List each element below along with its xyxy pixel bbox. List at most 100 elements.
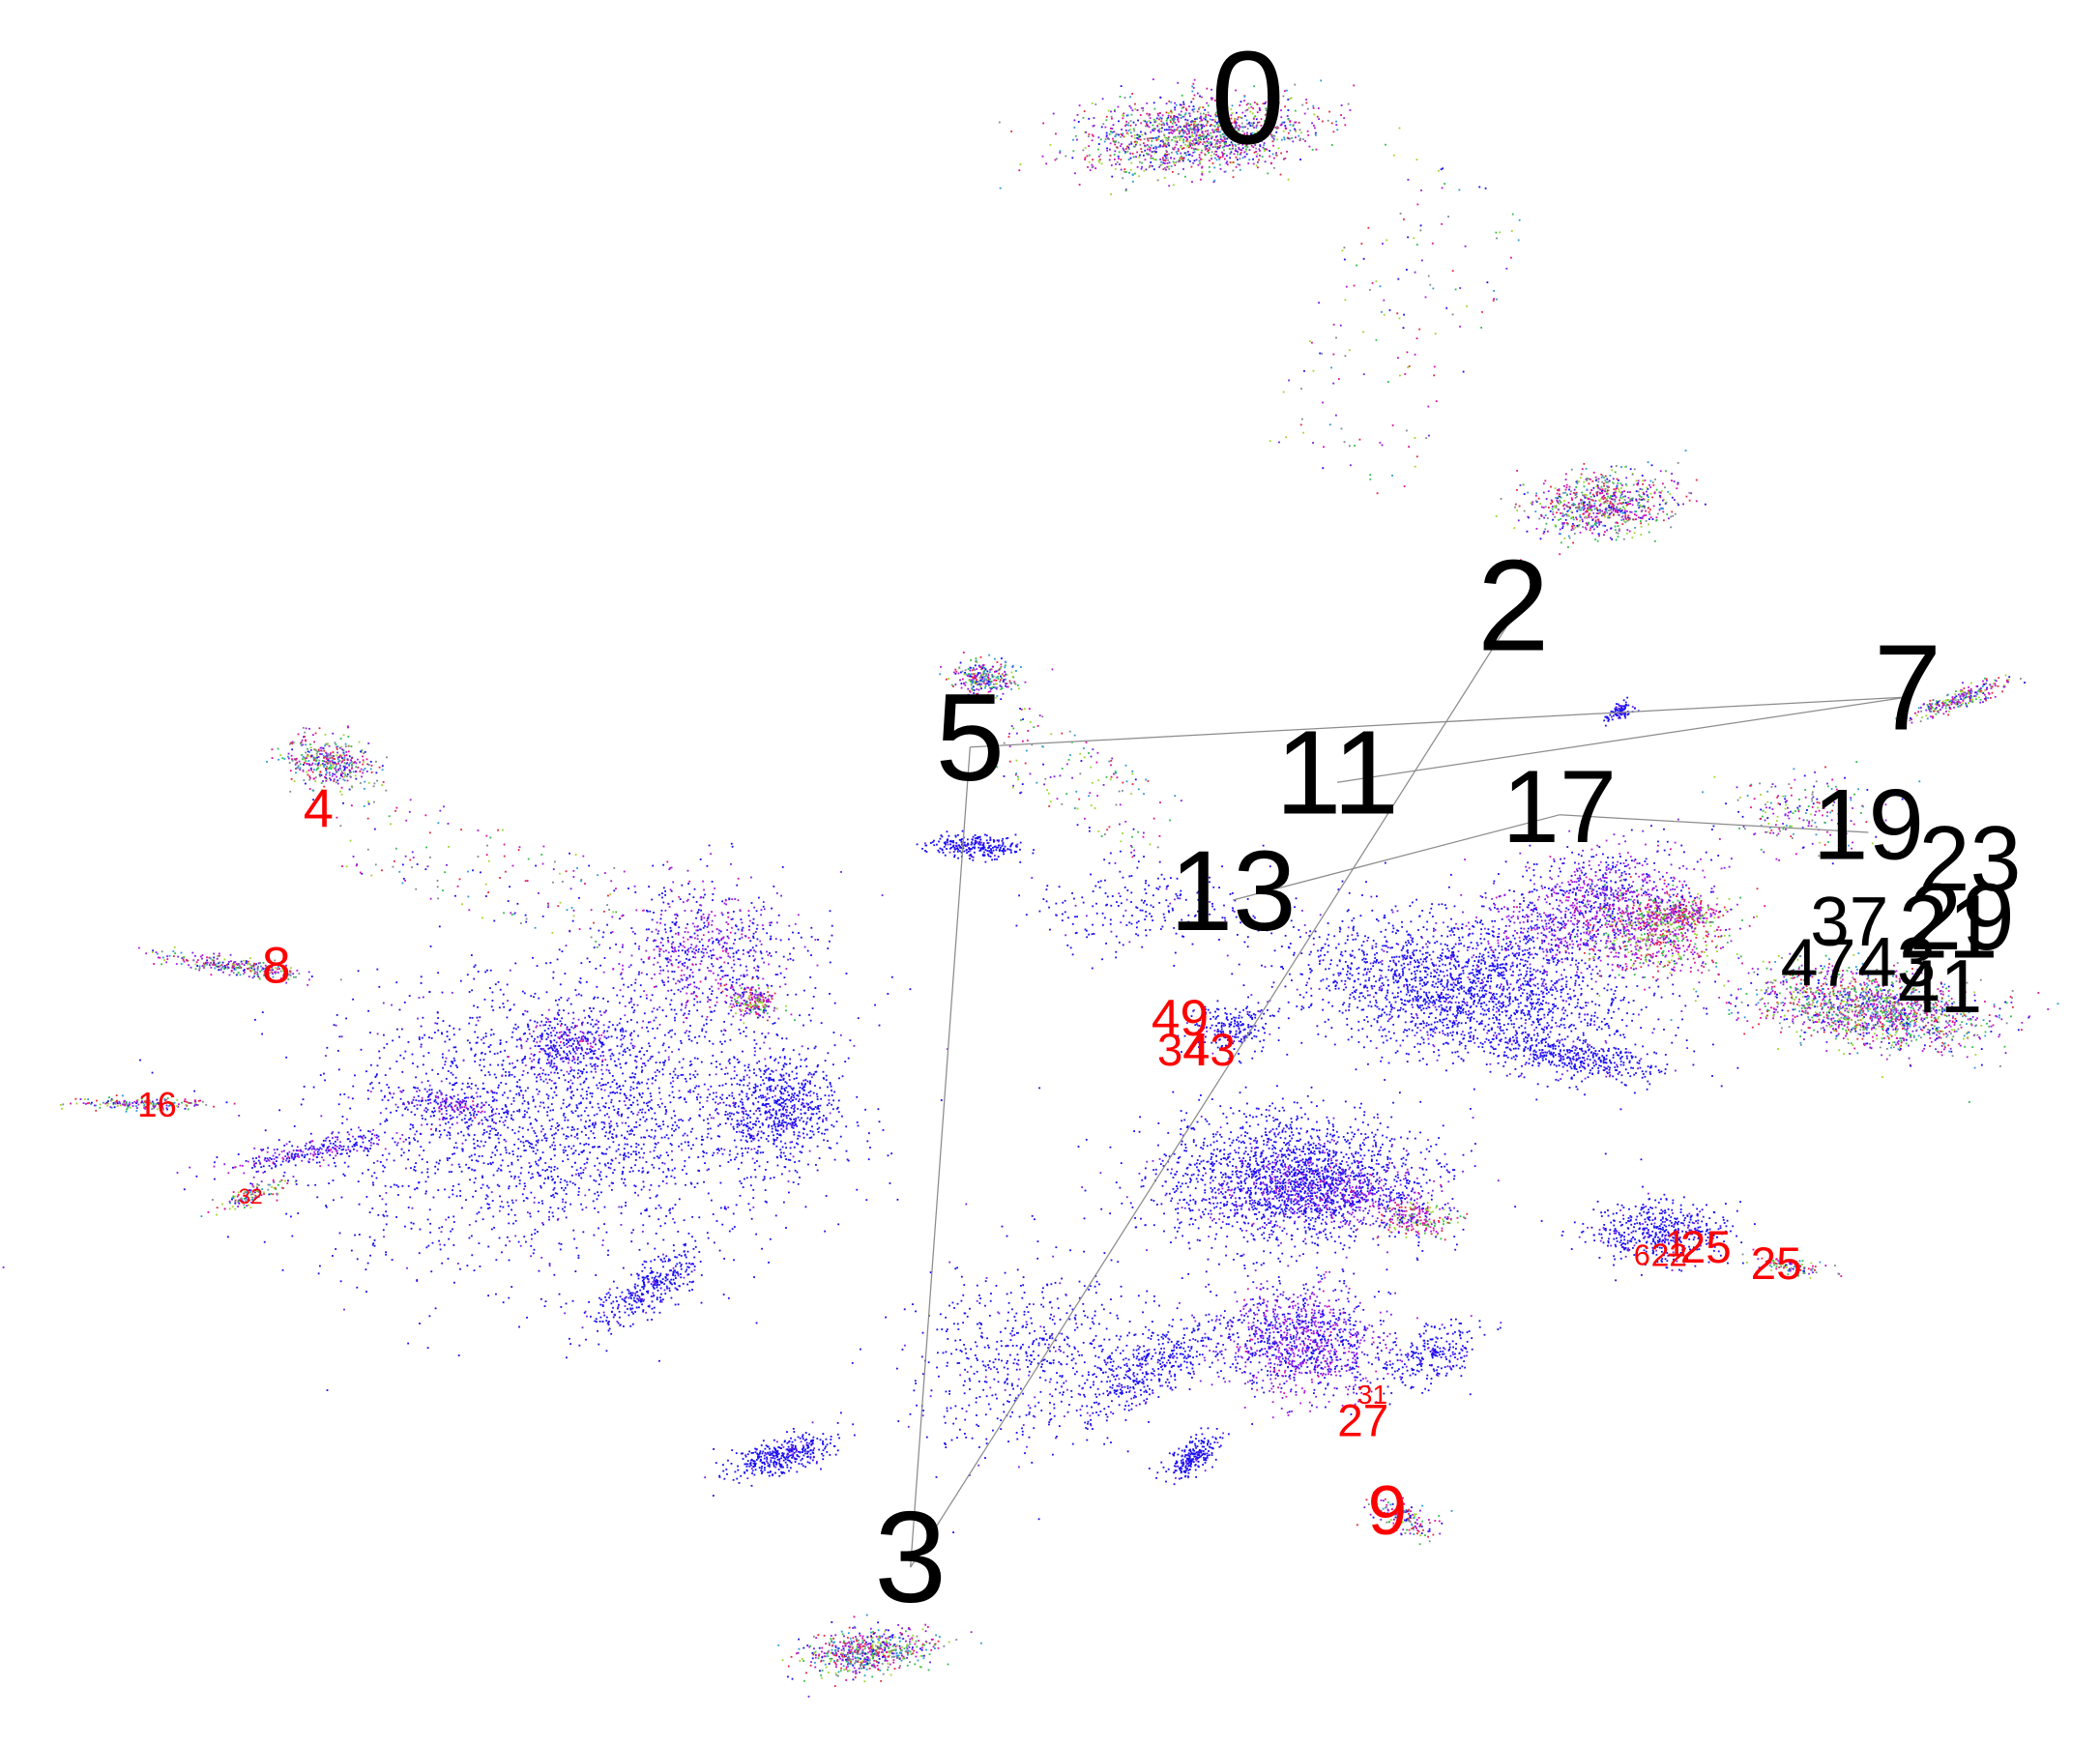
scatter-point [1612,508,1615,510]
scatter-point [1072,150,1075,153]
scatter-point [914,1663,917,1666]
scatter-point [1264,135,1267,138]
scatter-point [201,1100,204,1103]
scatter-point [1579,515,1582,518]
scatter-point [1599,510,1602,513]
scatter-point [1123,168,1126,170]
scatter-point [1999,1064,2001,1067]
scatter-point [1987,697,1990,699]
scatter-point [1192,125,1195,128]
scatter-point [1164,166,1166,169]
scatter-point [316,756,319,759]
scatter-point [1148,145,1151,148]
scatter-point [1283,138,1286,141]
scatter-point [1953,1029,1956,1032]
scatter-point [1207,138,1210,140]
scatter-point [1963,687,1966,689]
scatter-point [1198,142,1201,145]
scatter-point [220,967,223,970]
scatter-point [88,1101,91,1104]
scatter-point [1642,482,1645,485]
scatter-point [859,1634,861,1637]
scatter-point [1795,1031,1798,1033]
scatter-point [244,971,247,974]
scatter-point [333,757,335,760]
scatter-point [1119,96,1122,98]
scatter-point [1271,140,1274,143]
scatter-point [1550,499,1553,502]
scatter-point [917,1659,919,1662]
scatter-point [1232,176,1235,179]
scatter-point [1248,141,1251,143]
scatter-point [1623,499,1626,501]
scatter-point [288,762,291,764]
scatter-point [1173,118,1176,121]
scatter-point [1558,518,1560,521]
scatter-point [1816,1021,1818,1023]
scatter-point [916,1645,919,1648]
scatter-point [349,762,352,765]
scatter-point [1610,507,1613,509]
scatter-point [868,1650,871,1653]
scatter-point [1211,146,1214,149]
scatter-point [1071,157,1074,160]
scatter-point [920,1646,923,1649]
scatter-point [1580,498,1583,501]
scatter-point [1208,160,1210,162]
scatter-point [1180,144,1182,147]
scatter-point [1627,503,1630,506]
scatter-point [1087,135,1090,138]
scatter-point [248,967,250,970]
scatter-point [1165,111,1168,114]
scatter-point [1900,1039,1903,1042]
scatter-point [1595,485,1598,487]
scatter-point [1126,145,1128,148]
scatter-point [1983,693,1986,696]
scatter-point [1114,135,1117,138]
scatter-point [346,766,348,769]
scatter-point [1237,116,1240,119]
scatter-point [1517,519,1520,522]
scatter-point [1613,493,1615,496]
scatter-point [1167,116,1170,119]
scatter-point [1263,142,1266,144]
scatter-point [1635,514,1638,517]
scatter-point [1850,1019,1852,1022]
scatter-point [893,1636,896,1639]
scatter-point [1174,140,1177,143]
scatter-point [273,1180,276,1183]
scatter-point [839,1641,841,1644]
scatter-point [1144,159,1147,161]
scatter-point [362,759,365,762]
scatter-point [1177,150,1180,153]
scatter-point [920,1648,923,1651]
scatter-point [1796,1015,1798,1018]
scatter-point [2006,679,2008,682]
scatter-point [1265,148,1267,151]
scatter-point [378,766,381,769]
scatter-point [1158,123,1161,126]
scatter-point [1330,144,1333,146]
scatter-point [845,1654,847,1657]
scatter-point [887,1666,890,1669]
scatter-point [1149,117,1152,120]
scatter-point [1157,114,1160,117]
scatter-point [1149,164,1152,167]
scatter-point [1161,127,1163,130]
scatter-point [1565,483,1568,486]
scatter-point [322,747,325,750]
scatter-point [292,973,295,975]
scatter-point [1264,114,1267,116]
scatter-point [373,782,376,785]
scatter-point [1255,136,1258,139]
scatter-point [1109,142,1112,145]
scatter-point [1160,124,1163,126]
scatter-point [836,1660,839,1663]
scatter-point [1638,494,1641,496]
scatter-point [1194,137,1197,140]
scatter-point [1648,510,1650,513]
scatter-point [1227,131,1230,134]
scatter-point [315,759,318,762]
scatter-point [1181,94,1183,97]
scatter-point [1998,1033,2001,1036]
